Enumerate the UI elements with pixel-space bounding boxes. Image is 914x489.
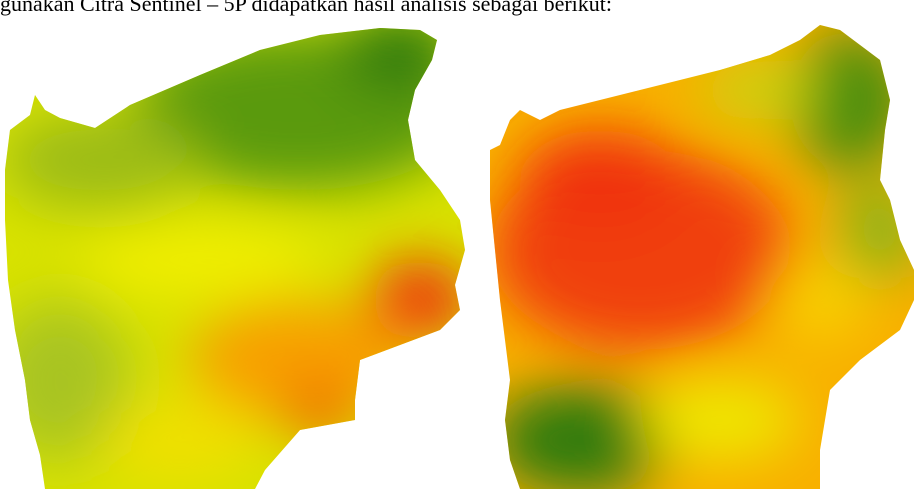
right-map	[480, 0, 914, 489]
maps	[0, 0, 914, 489]
page: gunakan Citra Sentinel – 5P didapatkan h…	[0, 0, 914, 489]
left-map	[0, 0, 470, 489]
